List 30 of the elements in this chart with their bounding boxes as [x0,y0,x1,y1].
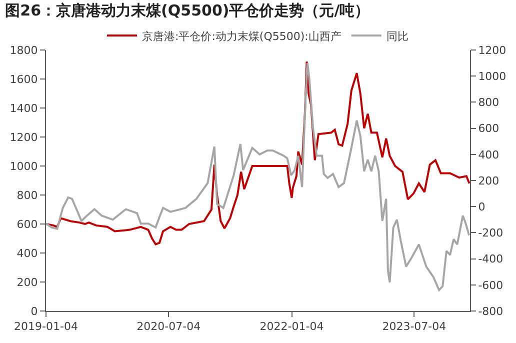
y-tick-label: 1400 [10,102,38,115]
legend-label: 同比 [386,30,408,43]
x-tick-label: 2022-01-04 [260,320,324,334]
y-tick-label: 1800 [10,44,38,57]
x-tick-label: 2020-07-04 [136,320,201,334]
y2-tick-label: 400 [478,148,500,162]
y-tick-label: 800 [16,188,38,202]
x-tick-label: 2019-01-04 [14,320,78,334]
y-tick-label: 200 [16,276,38,289]
y2-tick-label: 800 [478,96,500,110]
y-tick-label: 1000 [10,160,38,173]
y-tick-label: 400 [16,246,38,260]
y2-tick-label: 1000 [478,70,506,83]
y-tick-label: 1200 [10,130,38,144]
line-series [46,62,470,292]
y2-tick-label: 200 [478,174,500,188]
chart-title: 图26：京唐港动力末煤(Q5500)平仓价走势（元/吨） [5,2,370,20]
y-tick-label: 600 [16,218,38,231]
y-tick-label: 1600 [10,72,38,86]
legend-label: 京唐港:平仓价:动力末煤(Q5500):山西产 [142,30,342,43]
y2-tick-label: 1200 [478,44,506,57]
y2-tick-label: 0 [478,200,486,214]
x-tick-label: 2023-07-04 [382,320,446,334]
y-tick-label: 0 [30,304,38,318]
y2-tick-label: 600 [478,122,500,136]
y2-tick-label: -400 [478,252,504,266]
y2-tick-label: -600 [478,278,504,292]
line-series [46,60,470,246]
y2-tick-label: -800 [478,304,504,318]
y2-tick-label: -200 [478,226,504,240]
